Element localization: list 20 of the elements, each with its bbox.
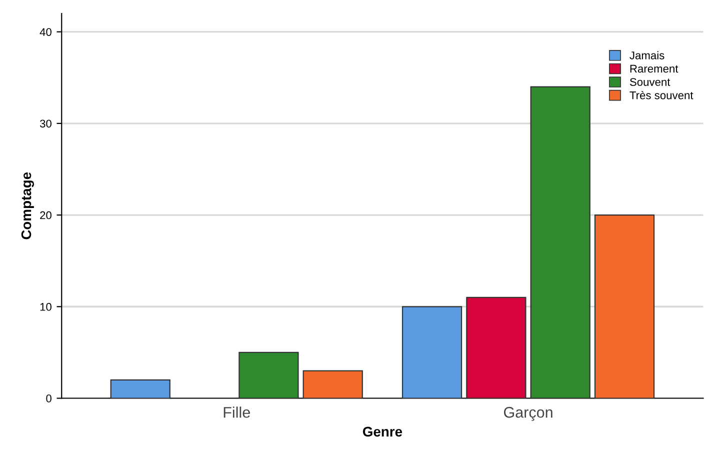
y-tick-label: 0: [46, 394, 52, 402]
legend-label: Jamais: [630, 51, 664, 60]
x-axis-title: Genre: [362, 426, 402, 437]
x-tick-label: Fille: [224, 406, 250, 418]
bar: [466, 296, 526, 398]
y-tick-label: 20: [40, 211, 52, 220]
bar: [238, 352, 299, 398]
y-axis-title: Comptage: [21, 172, 34, 240]
legend-label: Rarement: [630, 64, 678, 73]
y-tick-label: 40: [40, 28, 52, 36]
y-tick-label: 30: [40, 120, 52, 128]
legend-label: Souvent: [630, 78, 670, 86]
y-tick-label: 10: [40, 302, 52, 311]
bar: [402, 306, 462, 398]
x-tick-label: Garçon: [504, 406, 552, 421]
bar: [530, 86, 590, 398]
bar: [110, 379, 170, 398]
bar: [302, 370, 363, 398]
bar: [594, 214, 655, 398]
legend-label: Très souvent: [630, 90, 694, 100]
